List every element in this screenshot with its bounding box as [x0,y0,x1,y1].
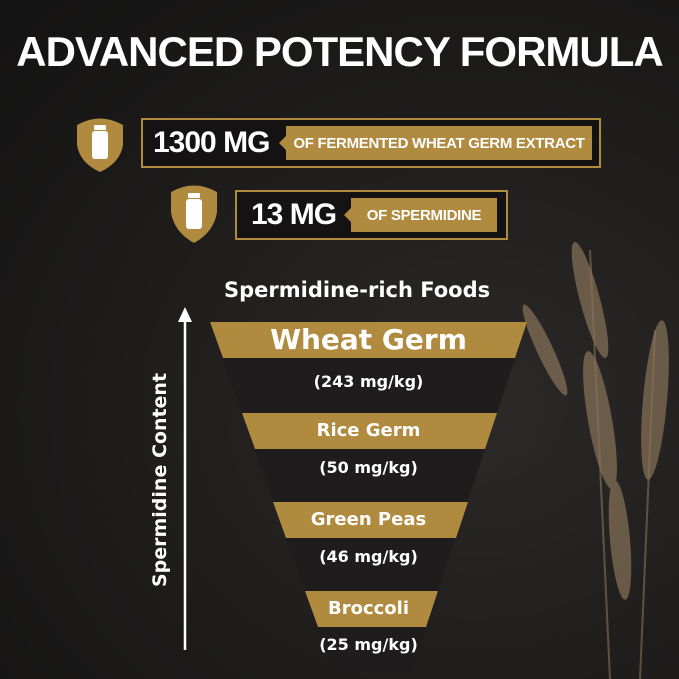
page-title: ADVANCED POTENCY FORMULA [16,28,663,75]
bottle-shield-icon [171,185,217,243]
funnel [210,322,527,672]
food-value: (243 mg/kg) [313,372,424,391]
wheat-decoration [522,241,669,600]
food-name: Wheat Germ [270,323,467,356]
food-value: (50 mg/kg) [319,458,418,477]
food-value: (25 mg/kg) [319,635,418,654]
highlight-extract: 1300 MG OF FERMENTED WHEAT GERM EXTRACT [141,118,601,168]
funnel-title: Spermidine-rich Foods [224,278,491,302]
funnel-band-green-peas [273,502,468,538]
funnel-band-rice-germ [242,413,497,449]
food-name: Broccoli [327,598,409,619]
food-value: (46 mg/kg) [319,547,418,566]
bottle-shield-icon [77,118,123,172]
food-name: Green Peas [310,509,427,530]
extract-label: OF FERMENTED WHEAT GERM EXTRACT [279,126,592,160]
spermidine-label: OF SPERMIDINE [344,198,497,232]
funnel-band-wheat-germ [210,322,527,358]
axis-label: Spermidine Content [149,372,171,588]
arrow-head-icon [178,307,192,322]
extract-amount: 1300 MG [153,126,270,159]
spermidine-amount: 13 MG [251,198,337,231]
highlight-spermidine: 13 MG OF SPERMIDINE [235,190,508,240]
funnel-band-broccoli [305,591,438,627]
food-name: Rice Germ [316,420,421,441]
